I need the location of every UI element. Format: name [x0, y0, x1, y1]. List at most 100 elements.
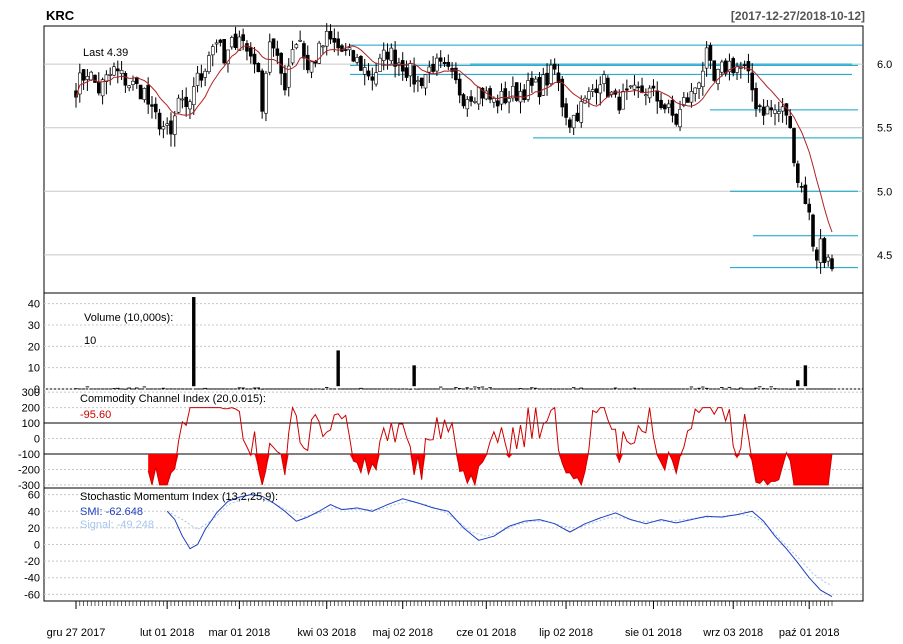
volume-bar — [754, 387, 758, 389]
volume-bar — [237, 387, 242, 389]
volume-bar — [207, 388, 211, 390]
price-candle-body — [381, 49, 386, 61]
volume-bar — [325, 387, 329, 388]
volume-bar — [704, 387, 709, 389]
volume-bar — [773, 388, 777, 390]
price-candle-body — [530, 77, 534, 86]
volume-bar — [176, 388, 181, 390]
price-candle-body — [689, 91, 694, 103]
volume-bar — [716, 388, 720, 390]
price-candle-body — [792, 128, 796, 164]
volume-bar — [188, 388, 192, 390]
chart-symbol-title: KRC — [46, 8, 75, 23]
price-candle-body — [579, 101, 584, 123]
smi-line — [166, 494, 833, 598]
volume-bar — [169, 388, 173, 390]
price-candle-body — [628, 85, 633, 88]
volume-bar — [708, 388, 713, 390]
indicator-y-tick-label: 300 — [22, 387, 40, 399]
price-candle-body — [184, 96, 188, 107]
price-candle-body — [712, 60, 717, 81]
volume-bar — [100, 388, 105, 390]
price-candle-body — [469, 96, 473, 102]
cci-label: Commodity Channel Index (20,0.015): — [80, 393, 266, 405]
price-candle-body — [218, 39, 223, 43]
price-candle-body — [602, 74, 606, 84]
indicator-y-tick-label: 100 — [22, 418, 40, 430]
volume-bar — [298, 388, 302, 390]
price-candle-body — [321, 45, 325, 48]
volume-bar — [492, 388, 496, 390]
price-candle-body — [355, 57, 359, 63]
price-candles — [74, 23, 834, 274]
volume-bar — [332, 388, 337, 390]
price-candle-body — [207, 55, 211, 73]
price-candle-body — [556, 72, 561, 84]
price-candle-body — [704, 47, 709, 69]
price-candle-body — [328, 30, 333, 40]
indicator-y-tick-label: 10 — [28, 363, 40, 375]
price-candle-body — [131, 80, 135, 85]
volume-bar — [488, 387, 492, 389]
volume-bar — [344, 388, 348, 390]
volume-bar — [108, 388, 112, 390]
price-candle-body — [659, 99, 663, 108]
price-candle-body — [416, 80, 420, 83]
volume-bar — [161, 387, 166, 389]
volume-bar — [556, 388, 561, 390]
volume-bar — [408, 388, 413, 390]
chart-date-range: [2017-12-27/2018-10-12] — [731, 9, 865, 23]
volume-bar — [796, 380, 800, 387]
volume-bar — [340, 388, 344, 390]
volume-bar — [146, 388, 150, 390]
price-candle-body — [241, 34, 245, 41]
price-candle-body — [275, 48, 280, 56]
volume-bar — [655, 388, 659, 390]
price-candle-body — [598, 84, 603, 94]
price-candle-body — [564, 103, 568, 118]
volume-bar — [457, 388, 462, 389]
price-candle-body — [541, 74, 546, 96]
price-candle-body — [799, 186, 804, 188]
x-axis-date-label: paź 01 2018 — [779, 627, 840, 639]
volume-bar — [803, 365, 808, 387]
price-candle-body — [796, 163, 800, 183]
smi-value-label: SMI: -62.648 — [80, 506, 143, 518]
volume-bar — [682, 388, 686, 390]
volume-bar — [484, 388, 488, 390]
price-candle-body — [777, 111, 781, 114]
price-candle-body — [85, 76, 90, 80]
volume-bar — [761, 388, 766, 390]
price-candle-body — [214, 42, 219, 45]
price-y-tick-label: 4.5 — [877, 250, 892, 262]
price-candle-body — [404, 67, 409, 78]
x-axis-date-label: sie 01 2018 — [625, 627, 682, 639]
price-candle-body — [389, 47, 394, 62]
price-candle-body — [347, 47, 352, 51]
price-candle-body — [385, 51, 390, 60]
volume-bar — [439, 386, 443, 388]
volume-bar — [503, 388, 507, 390]
price-candle-body — [294, 44, 299, 49]
volume-bar — [157, 388, 162, 390]
volume-bar — [192, 297, 196, 387]
x-axis-date-label: lut 01 2018 — [140, 627, 194, 639]
volume-bar — [454, 387, 458, 389]
price-candle-body — [708, 45, 713, 61]
price-candle-body — [180, 98, 185, 101]
volume-bar — [735, 388, 739, 390]
volume-bar — [351, 388, 356, 390]
volume-bar — [689, 386, 694, 388]
volume-bar — [397, 388, 401, 390]
indicator-y-tick-label: -300 — [18, 480, 40, 492]
volume-bar — [480, 386, 485, 388]
volume-value-label: 10 — [84, 335, 96, 347]
volume-bar — [758, 386, 762, 388]
smi-signal-line — [166, 497, 833, 586]
volume-bar — [811, 388, 815, 390]
volume-bar — [423, 388, 428, 390]
indicator-y-tick-label: 40 — [28, 299, 40, 311]
price-candle-body — [761, 106, 766, 116]
price-candle-body — [112, 66, 116, 76]
volume-bar — [499, 388, 504, 390]
